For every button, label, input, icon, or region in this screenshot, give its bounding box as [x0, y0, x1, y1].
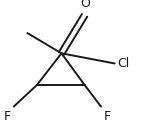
Text: F: F	[104, 110, 111, 123]
Text: Cl: Cl	[117, 57, 130, 70]
Text: O: O	[80, 0, 90, 10]
Text: F: F	[4, 110, 11, 123]
